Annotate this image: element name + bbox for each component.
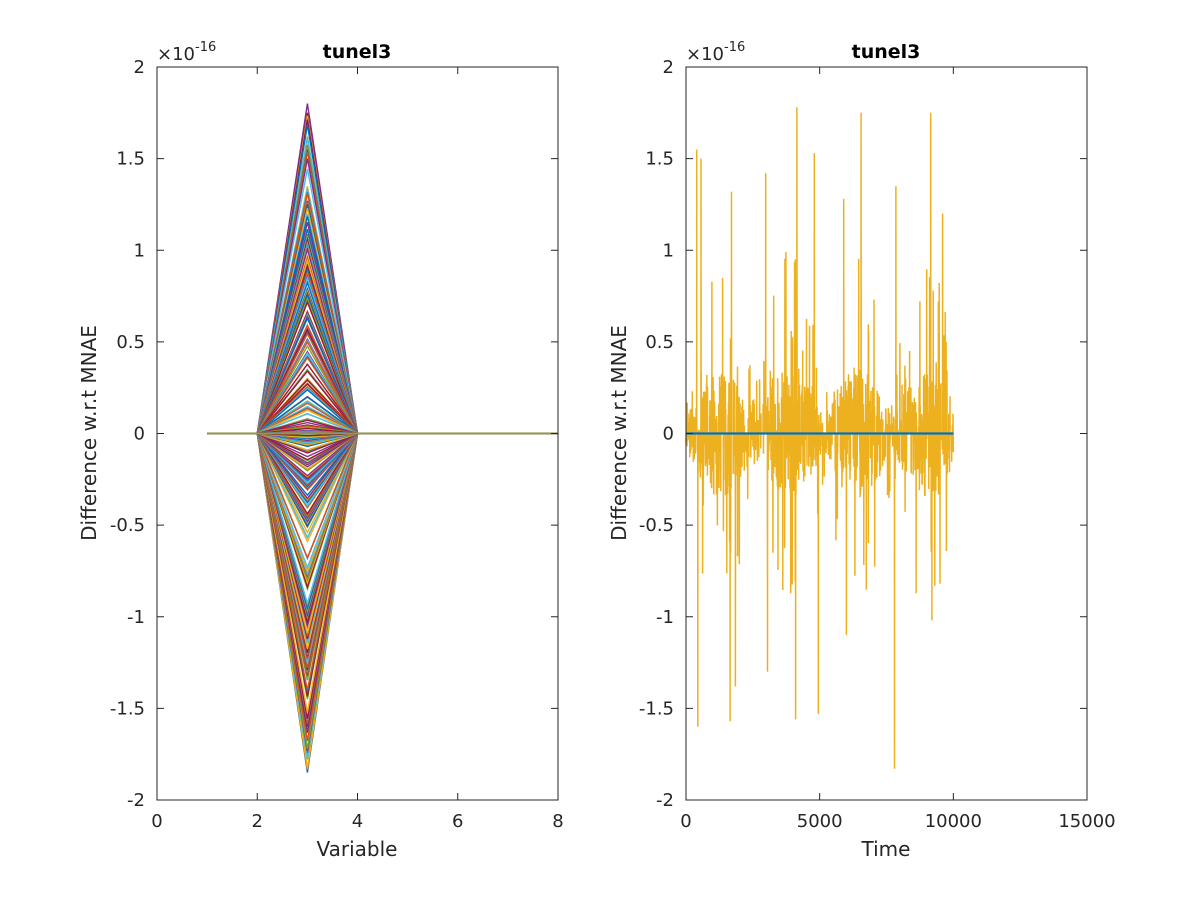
left-y-exponent-power: -16 xyxy=(195,40,216,55)
left-x-tick-label: 8 xyxy=(552,811,563,832)
left-y-exponent-base: ×10 xyxy=(157,44,195,65)
left-y-tick-label: 0.5 xyxy=(116,332,145,353)
left-y-tick-label: -1 xyxy=(127,607,145,628)
right-y-exponent: ×10-16 xyxy=(686,40,745,65)
left-x-tick-label: 2 xyxy=(252,811,263,832)
right-y-exponent-power: -16 xyxy=(724,40,745,55)
right-y-tick-label: 2 xyxy=(663,57,674,78)
left-x-tick-label: 4 xyxy=(352,811,363,832)
right-x-tick-label: 10000 xyxy=(925,811,982,832)
left-x-tick-label: 0 xyxy=(151,811,162,832)
right-y-tick-label: -2 xyxy=(656,790,674,811)
right-y-axis-label: Difference w.r.t MNAE xyxy=(607,325,631,541)
right-y-tick-label: 0 xyxy=(663,424,674,445)
left-y-tick-label: 1 xyxy=(134,240,145,261)
chart-left: 0 2 4 6 8 -2 -1.5 -1 -0.5 0 0.5 1 1.5 2 tunel3 Variab… xyxy=(77,40,564,861)
left-x-tick-label: 6 xyxy=(452,811,463,832)
right-y-tick-label: 0.5 xyxy=(645,332,674,353)
left-y-tick-label: -0.5 xyxy=(110,515,145,536)
left-y-axis-label: Difference w.r.t MNAE xyxy=(77,325,101,541)
chart-right: 0 5000 10000 15000 -2 -1.5 -1 -0.5 0 0.5 1 1.5 2 tun… xyxy=(607,40,1116,861)
left-y-tick-label: -2 xyxy=(127,790,145,811)
right-ticks-group: 0 5000 10000 15000 -2 -1.5 -1 -0.5 0 0.5 1 1.5 2 xyxy=(639,57,1116,832)
right-x-tick-label: 5000 xyxy=(797,811,843,832)
left-ticks-group: 0 2 4 6 8 -2 -1.5 -1 -0.5 0 0.5 1 1.5 2 xyxy=(110,57,564,832)
right-y-tick-label: 1.5 xyxy=(645,149,674,170)
left-series-group xyxy=(207,103,558,773)
left-chart-title: tunel3 xyxy=(323,41,392,63)
right-y-tick-label: -1.5 xyxy=(639,698,674,719)
right-series-group xyxy=(685,107,955,769)
left-y-tick-label: 1.5 xyxy=(116,149,145,170)
right-y-tick-label: -1 xyxy=(656,607,674,628)
left-y-tick-label: -1.5 xyxy=(110,698,145,719)
left-y-tick-label: 2 xyxy=(134,57,145,78)
left-y-exponent: ×10-16 xyxy=(157,40,216,65)
right-x-tick-label: 15000 xyxy=(1058,811,1115,832)
right-chart-title: tunel3 xyxy=(852,41,921,63)
right-x-axis-label: Time xyxy=(861,837,911,861)
right-y-tick-label: -0.5 xyxy=(639,515,674,536)
left-y-tick-label: 0 xyxy=(134,424,145,445)
right-y-exponent-base: ×10 xyxy=(686,44,724,65)
right-y-tick-label: 1 xyxy=(663,240,674,261)
left-x-axis-label: Variable xyxy=(317,837,398,861)
right-x-tick-label: 0 xyxy=(680,811,691,832)
